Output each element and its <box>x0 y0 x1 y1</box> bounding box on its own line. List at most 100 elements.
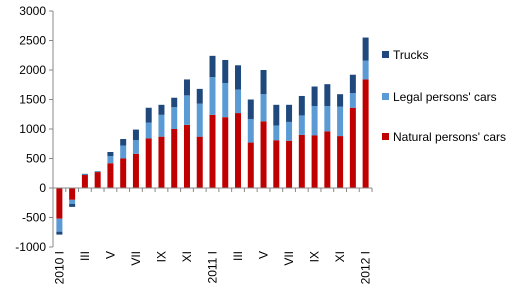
legend-swatch <box>382 51 389 58</box>
bar-segment <box>107 163 113 188</box>
bar-segment <box>120 146 126 159</box>
bar-segment <box>286 122 292 141</box>
bar-segment <box>56 232 62 235</box>
bar-segment <box>350 93 356 108</box>
y-tick-label: 2500 <box>19 34 46 48</box>
bar-segment <box>286 105 292 122</box>
bar-segment <box>56 188 62 219</box>
bar-segment <box>363 61 369 80</box>
bar-segment <box>210 56 216 77</box>
x-tick-label: IX <box>308 251 322 262</box>
bar-segment <box>261 94 267 121</box>
bar-segment <box>337 136 343 188</box>
x-tick-label: VII <box>282 251 296 266</box>
bar-segment <box>222 117 228 188</box>
bar-segment <box>146 138 152 188</box>
bar-segment <box>69 204 75 207</box>
bar-segment <box>158 137 164 188</box>
bar-segment <box>120 139 126 145</box>
bar-segment <box>312 106 318 135</box>
bar-segment <box>158 105 164 115</box>
y-tick-label: 500 <box>26 152 46 166</box>
x-tick-label: III <box>78 251 92 261</box>
bar-segment <box>171 129 177 188</box>
bar-segment <box>312 135 318 188</box>
x-tick-label: XI <box>333 251 347 262</box>
bar-segment <box>210 77 216 115</box>
bar-segment <box>363 79 369 188</box>
bar-segment <box>95 172 101 188</box>
y-tick-label: 0 <box>39 181 46 195</box>
bar-segment <box>299 115 305 134</box>
bar-segment <box>235 113 241 188</box>
y-tick-label: -1000 <box>15 240 46 254</box>
bar-segment <box>184 95 190 125</box>
bar-segment <box>324 84 330 106</box>
bar-segment <box>350 108 356 188</box>
legend-swatch <box>382 133 389 140</box>
bar-segment <box>197 137 203 188</box>
bar-segment <box>120 159 126 189</box>
bar-segment <box>350 75 356 93</box>
bar-segment <box>95 171 101 172</box>
bar-segment <box>324 131 330 188</box>
bar-segment <box>261 121 267 188</box>
bar-segment <box>69 188 75 200</box>
bar-segment <box>82 175 88 188</box>
bar-segment <box>171 98 177 107</box>
legend-swatch <box>382 93 389 100</box>
bar-segment <box>107 152 113 156</box>
bar-segment <box>133 140 139 154</box>
y-tick-label: -500 <box>22 211 46 225</box>
x-tick-label: 2012 I <box>359 251 373 284</box>
x-tick-label: IX <box>154 251 168 262</box>
bar-segment <box>299 135 305 188</box>
y-tick-label: 3000 <box>19 4 46 18</box>
bar-segment <box>210 115 216 188</box>
x-tick-label: V <box>257 251 271 259</box>
y-tick-label: 2000 <box>19 63 46 77</box>
bar-segment <box>146 108 152 123</box>
bar-segment <box>197 89 203 104</box>
legend-label: Natural persons' cars <box>393 130 506 144</box>
bar-segment <box>248 143 254 188</box>
bar-segment <box>158 115 164 137</box>
bar-segment <box>107 156 113 163</box>
bar-segment <box>133 130 139 141</box>
y-tick-label: 1000 <box>19 122 46 136</box>
bar-segment <box>222 60 228 83</box>
x-tick-label: 2010 I <box>52 251 66 284</box>
bar-segment <box>171 107 177 129</box>
bar-segment <box>133 154 139 188</box>
bar-segment <box>337 107 343 137</box>
y-tick-label: 1500 <box>19 93 46 107</box>
x-tick-label: V <box>103 251 117 259</box>
bar-segment <box>261 70 267 94</box>
bar-segment <box>235 65 241 89</box>
x-tick-label: III <box>231 251 245 261</box>
bar-segment <box>184 79 190 95</box>
bar-segment <box>273 105 279 126</box>
bar-segment <box>69 200 75 204</box>
bar-segment <box>273 140 279 188</box>
bar-segment <box>248 100 254 119</box>
bar-segment <box>299 96 305 115</box>
bar-segment <box>273 125 279 140</box>
bar-segment <box>82 174 88 175</box>
bar-segment <box>363 38 369 61</box>
bar-segment <box>312 87 318 106</box>
bar-segment <box>235 89 241 113</box>
bar-segment <box>337 94 343 106</box>
bar-segment <box>248 119 254 143</box>
legend-label: Trucks <box>393 48 429 62</box>
x-tick-label: XI <box>180 251 194 262</box>
bar-segment <box>197 104 203 137</box>
bar-segment <box>324 106 330 131</box>
bar-segment <box>286 141 292 188</box>
x-tick-label: 2011 I <box>206 251 220 283</box>
bar-segment <box>184 125 190 188</box>
bar-segment <box>82 174 88 175</box>
bar-segment <box>222 83 228 117</box>
legend-label: Legal persons' cars <box>393 90 497 104</box>
